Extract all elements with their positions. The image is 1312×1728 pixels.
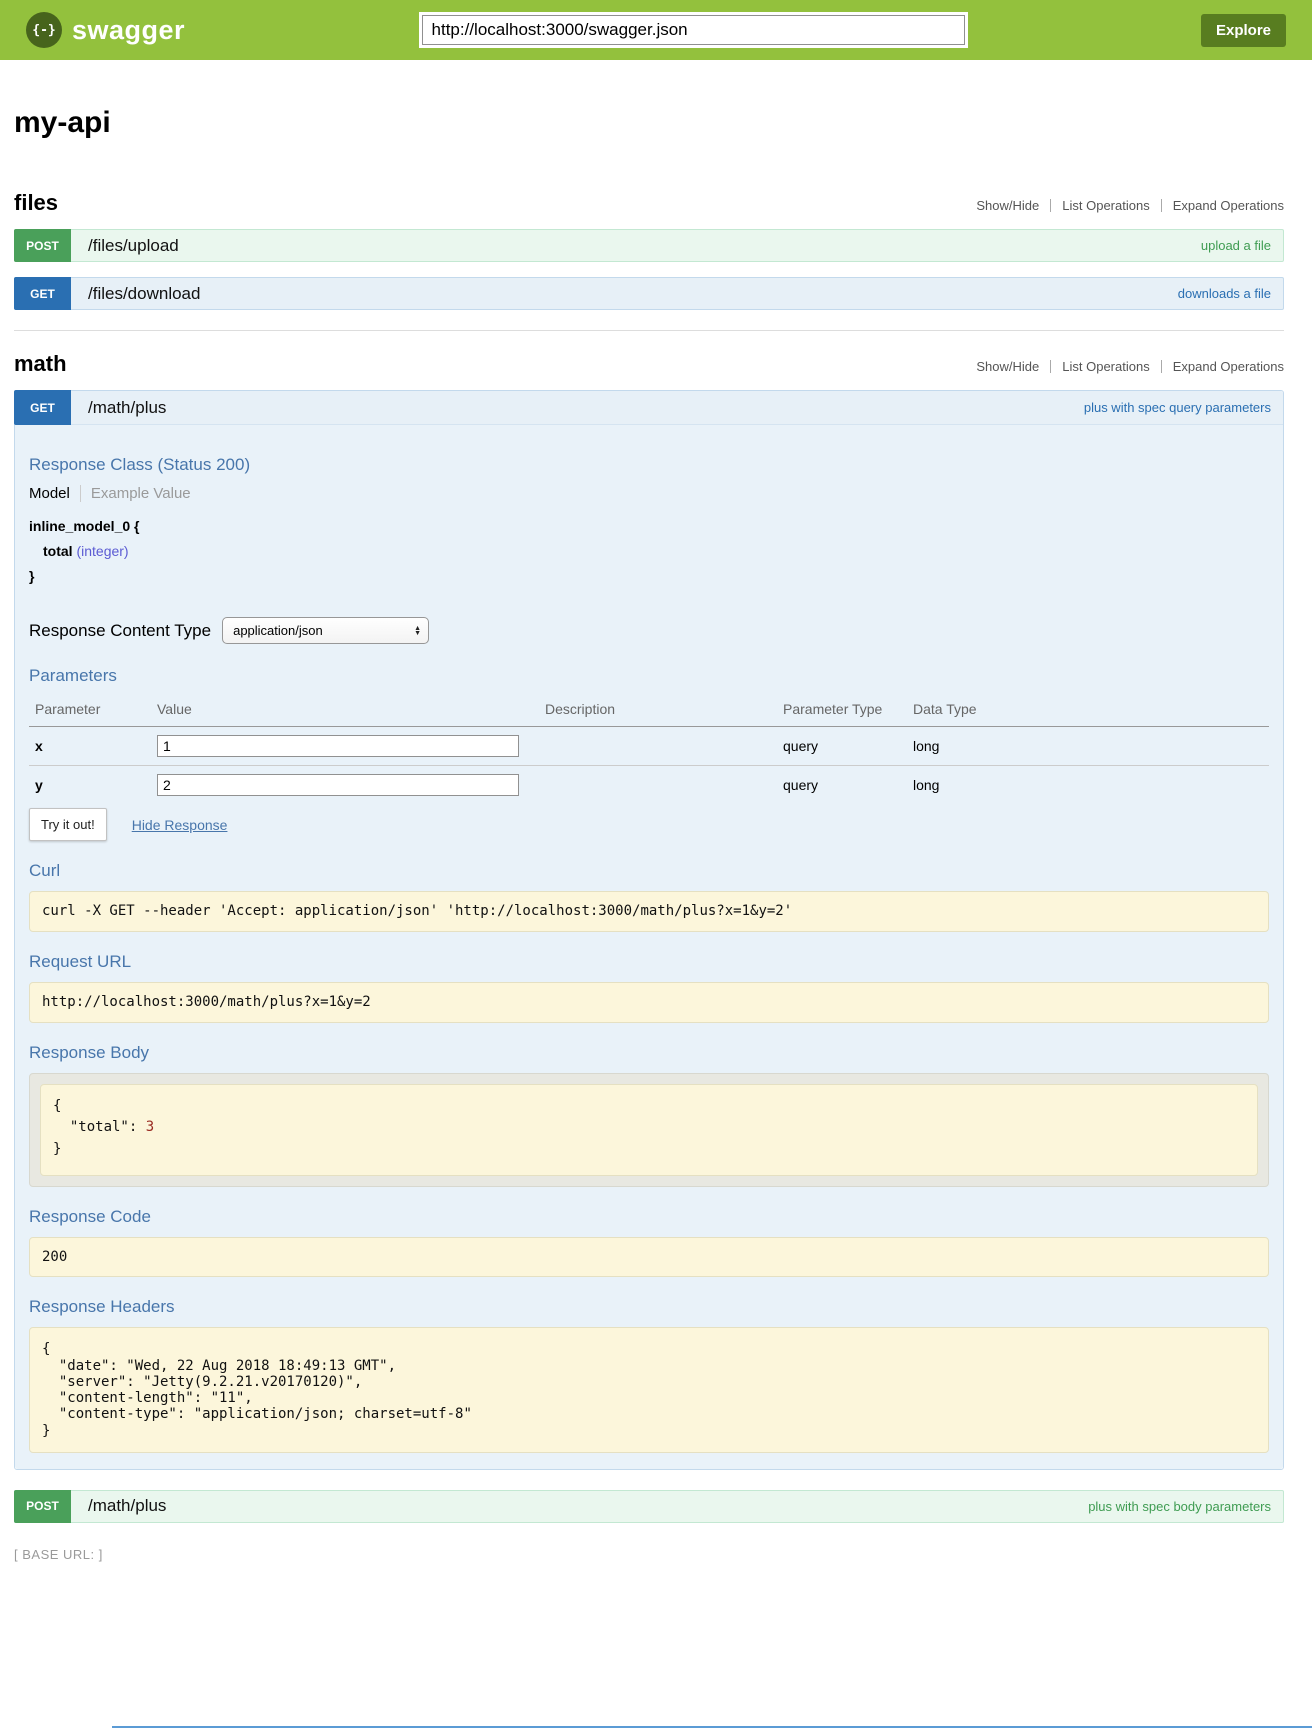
swagger-logo[interactable]: {-} swagger xyxy=(26,12,185,48)
try-it-out-button[interactable]: Try it out! xyxy=(29,808,107,841)
method-badge-post: POST xyxy=(14,1489,71,1523)
response-body-block: { "total": 3 } xyxy=(40,1083,1258,1176)
section-divider xyxy=(14,330,1284,331)
parameter-description xyxy=(545,766,783,801)
parameters-heading: Parameters xyxy=(29,666,117,685)
curl-heading: Curl xyxy=(29,861,61,880)
swagger-logo-text: swagger xyxy=(72,14,186,45)
section-links-files: Show/Hide List Operations Expand Operati… xyxy=(965,198,1284,213)
operation-summary-link[interactable]: downloads a file xyxy=(1177,286,1271,301)
expand-operations-link[interactable]: Expand Operations xyxy=(1172,198,1284,213)
parameter-name: x xyxy=(29,726,157,766)
parameter-row-y: y query long xyxy=(29,766,1269,801)
link-separator xyxy=(1050,360,1052,373)
section-links-math: Show/Hide List Operations Expand Operati… xyxy=(965,359,1284,374)
json-open-brace: { xyxy=(53,1097,62,1114)
parameter-description xyxy=(545,726,783,766)
operation-row-files-upload[interactable]: POST /files/upload upload a file xyxy=(14,229,1284,262)
swagger-logo-icon: {-} xyxy=(26,12,62,48)
operation-summary-link[interactable]: plus with spec query parameters xyxy=(1083,400,1271,415)
explore-button[interactable]: Explore xyxy=(1200,13,1287,47)
spec-url-input[interactable] xyxy=(421,15,965,45)
parameter-row-x: x query long xyxy=(29,726,1269,766)
method-badge-get: GET xyxy=(14,390,71,425)
method-badge-post: POST xyxy=(14,229,71,262)
operation-detail-panel: Response Class (Status 200) Model Exampl… xyxy=(15,424,1283,1469)
parameter-y-input[interactable] xyxy=(157,774,519,796)
json-close-brace: } xyxy=(53,1140,62,1157)
expanded-operation-math-plus-get: GET /math/plus plus with spec query para… xyxy=(14,390,1284,1470)
parameter-type: query xyxy=(783,726,913,766)
operation-summary-link[interactable]: plus with spec body parameters xyxy=(1088,1498,1271,1514)
model-property: total (integer) xyxy=(43,543,1269,559)
section-title-files[interactable]: files xyxy=(14,190,59,215)
operation-path-link[interactable]: /math/plus xyxy=(88,1496,167,1516)
list-operations-link[interactable]: List Operations xyxy=(1062,359,1150,374)
response-body-container: { "total": 3 } xyxy=(29,1072,1269,1187)
column-header-parameter: Parameter xyxy=(29,696,157,727)
response-content-type-label: Response Content Type xyxy=(29,620,212,640)
response-body-heading: Response Body xyxy=(29,1042,150,1062)
parameter-x-input[interactable] xyxy=(157,735,519,757)
response-code-heading: Response Code xyxy=(29,1206,151,1226)
bottom-edge-line xyxy=(112,1726,1312,1728)
expand-operations-link[interactable]: Expand Operations xyxy=(1172,359,1284,374)
column-header-value: Value xyxy=(157,696,545,727)
request-url-block: http://localhost:3000/math/plus?x=1&y=2 xyxy=(29,981,1269,1023)
response-headers-block: { "date": "Wed, 22 Aug 2018 18:49:13 GMT… xyxy=(29,1327,1269,1453)
list-operations-link[interactable]: List Operations xyxy=(1062,198,1150,213)
tab-divider xyxy=(79,485,81,502)
column-header-data-type: Data Type xyxy=(913,696,1269,727)
link-separator xyxy=(1160,360,1162,373)
select-arrows-icon: ▲ ▼ xyxy=(414,624,422,637)
model-property-type: (integer) xyxy=(76,543,129,559)
link-separator xyxy=(1160,199,1162,212)
json-number-value: 3 xyxy=(145,1119,155,1136)
model-open-line: inline_model_0 { xyxy=(29,518,140,534)
hide-response-link[interactable]: Hide Response xyxy=(131,816,228,833)
show-hide-link[interactable]: Show/Hide xyxy=(976,359,1040,374)
parameters-table: Parameter Value Description Parameter Ty… xyxy=(29,696,1269,800)
section-header-files: files Show/Hide List Operations Expand O… xyxy=(14,190,1284,216)
response-content-type-value: application/json xyxy=(233,623,323,638)
model-property-name: total xyxy=(43,543,73,559)
operation-path-link[interactable]: /math/plus xyxy=(88,397,167,417)
top-header-bar: {-} swagger Explore xyxy=(0,0,1312,60)
operation-row-files-download[interactable]: GET /files/download downloads a file xyxy=(14,277,1284,310)
section-title-math[interactable]: math xyxy=(14,351,67,376)
response-content-type-select[interactable]: application/json ▲ ▼ xyxy=(222,617,430,644)
response-content-type-row: Response Content Type application/json ▲… xyxy=(29,617,1269,644)
response-headers-heading: Response Headers xyxy=(29,1297,175,1317)
section-header-math: math Show/Hide List Operations Expand Op… xyxy=(14,351,1284,377)
tab-model[interactable]: Model xyxy=(29,485,70,502)
show-hide-link[interactable]: Show/Hide xyxy=(976,198,1040,213)
operation-row-math-plus-get[interactable]: GET /math/plus plus with spec query para… xyxy=(14,390,1283,425)
request-url-heading: Request URL xyxy=(29,951,132,971)
actions-row: Try it out! Hide Response xyxy=(29,808,1269,841)
column-header-description: Description xyxy=(545,696,783,727)
column-header-parameter-type: Parameter Type xyxy=(783,696,913,727)
operation-summary-link[interactable]: upload a file xyxy=(1200,238,1271,253)
base-url-label: [ BASE URL: ] xyxy=(14,1546,103,1562)
response-class-heading: Response Class (Status 200) xyxy=(29,455,251,474)
operation-path-link[interactable]: /files/upload xyxy=(88,235,179,255)
response-code-block: 200 xyxy=(29,1236,1269,1278)
model-tabs: Model Example Value xyxy=(29,485,1269,502)
parameter-type: query xyxy=(783,777,819,793)
page-title: my-api xyxy=(14,106,111,139)
model-close-line: } xyxy=(29,568,35,584)
parameter-name: y xyxy=(35,777,43,793)
model-signature: inline_model_0 { total (integer) } xyxy=(29,518,1269,584)
json-key: "total": xyxy=(53,1119,146,1136)
parameter-data-type: long xyxy=(913,726,1269,766)
tab-example-value[interactable]: Example Value xyxy=(90,485,191,502)
link-separator xyxy=(1050,199,1052,212)
parameter-data-type: long xyxy=(913,777,940,793)
operation-path-link[interactable]: /files/download xyxy=(88,283,201,303)
curl-command-block: curl -X GET --header 'Accept: applicatio… xyxy=(29,891,1269,932)
operation-row-math-plus-post[interactable]: POST /math/plus plus with spec body para… xyxy=(14,1489,1284,1523)
method-badge-get: GET xyxy=(14,277,71,310)
